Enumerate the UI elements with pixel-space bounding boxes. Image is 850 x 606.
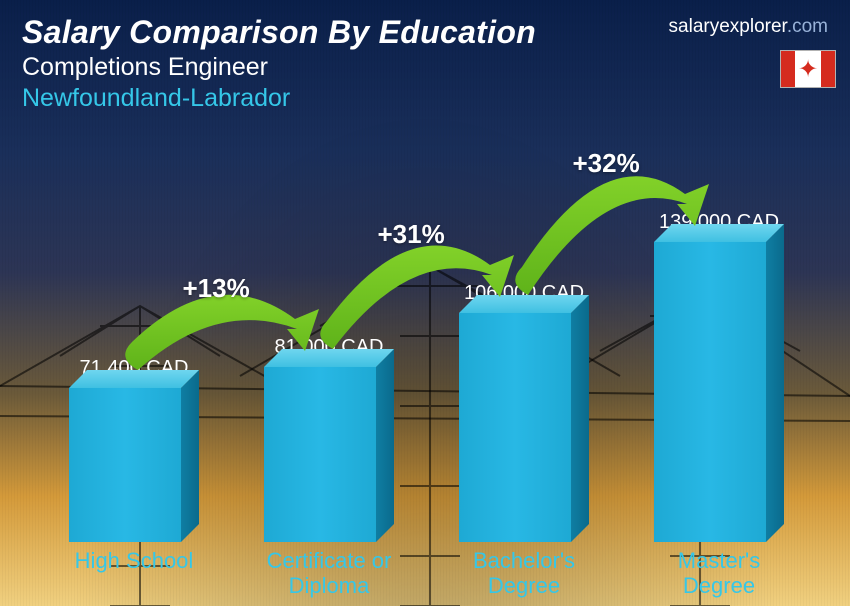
x-axis-label: High School: [46, 548, 222, 573]
page-region: Newfoundland-Labrador: [22, 84, 828, 113]
page-subtitle: Completions Engineer: [22, 53, 828, 82]
bar-3d: [459, 313, 589, 542]
country-flag-canada: ✦: [780, 50, 836, 88]
increase-arc-label: +31%: [378, 219, 445, 250]
maple-leaf-icon: ✦: [798, 55, 818, 84]
increase-arc-label: +32%: [573, 148, 640, 179]
bar-3d: [69, 388, 199, 542]
bar-3d: [264, 367, 394, 542]
bar-3: 139,000 CAD: [641, 211, 797, 542]
bar-2: 106,000 CAD: [446, 282, 602, 542]
x-axis-label: Certificate orDiploma: [241, 548, 417, 599]
brand-logo-text: salaryexplorer.com: [669, 16, 828, 38]
brand-suffix: .com: [787, 16, 828, 37]
increase-arc-label: +13%: [183, 273, 250, 304]
x-axis-label: Bachelor'sDegree: [436, 548, 612, 599]
salary-bar-chart: 71,400 CAD81,000 CAD106,000 CAD139,000 C…: [36, 132, 816, 542]
x-axis-labels: High School Certificate orDiploma Bachelor…: [36, 548, 816, 598]
bar-3d: [654, 242, 784, 542]
bar-0: 71,400 CAD: [56, 357, 212, 542]
bar-1: 81,000 CAD: [251, 336, 407, 542]
x-axis-label: Master'sDegree: [631, 548, 807, 599]
brand-main: salaryexplorer: [669, 16, 787, 37]
